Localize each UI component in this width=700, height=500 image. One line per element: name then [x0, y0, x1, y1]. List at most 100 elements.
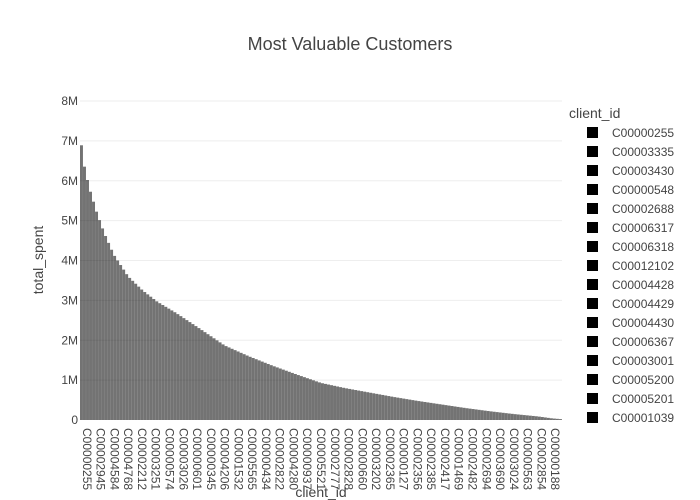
legend-entry-label[interactable]: C00000255: [612, 126, 674, 140]
bar[interactable]: [426, 402, 430, 420]
bar[interactable]: [101, 228, 105, 420]
bar[interactable]: [281, 369, 285, 420]
bar[interactable]: [218, 342, 222, 420]
bar[interactable]: [546, 417, 550, 420]
bar[interactable]: [360, 391, 364, 420]
bar[interactable]: [330, 385, 333, 420]
legend-swatch[interactable]: [587, 317, 598, 328]
bar[interactable]: [558, 419, 562, 420]
bar[interactable]: [242, 354, 246, 420]
legend-entry-label[interactable]: C00004428: [612, 278, 674, 292]
bar[interactable]: [182, 318, 186, 420]
bar[interactable]: [203, 332, 207, 420]
bar[interactable]: [459, 407, 463, 420]
legend-swatch[interactable]: [587, 393, 598, 404]
bar[interactable]: [206, 334, 210, 420]
bar[interactable]: [516, 414, 520, 420]
bar[interactable]: [236, 351, 240, 420]
bar[interactable]: [131, 280, 135, 420]
bar[interactable]: [302, 377, 306, 420]
bar[interactable]: [438, 404, 442, 420]
bar[interactable]: [119, 265, 123, 420]
bar[interactable]: [384, 395, 388, 421]
legend-entry-label[interactable]: C00006317: [612, 221, 674, 235]
bar[interactable]: [321, 383, 324, 420]
bar[interactable]: [477, 409, 481, 420]
bar[interactable]: [486, 411, 490, 420]
bar[interactable]: [513, 414, 517, 420]
bar[interactable]: [209, 336, 213, 420]
bar[interactable]: [311, 380, 315, 420]
bar[interactable]: [489, 411, 493, 420]
legend-entry-label[interactable]: C00004429: [612, 297, 674, 311]
bar[interactable]: [212, 338, 216, 420]
bar[interactable]: [447, 405, 451, 420]
bar[interactable]: [420, 401, 424, 420]
bar[interactable]: [272, 366, 276, 420]
legend-swatch[interactable]: [587, 241, 598, 252]
bar[interactable]: [176, 314, 180, 420]
bar[interactable]: [510, 413, 514, 420]
bar[interactable]: [507, 413, 511, 421]
bar[interactable]: [305, 378, 309, 420]
bar[interactable]: [366, 392, 370, 420]
bar[interactable]: [372, 393, 376, 420]
bar[interactable]: [146, 294, 150, 420]
bar[interactable]: [540, 417, 544, 420]
legend-swatch[interactable]: [587, 279, 598, 290]
bar[interactable]: [89, 191, 92, 420]
bar[interactable]: [402, 398, 406, 420]
bar[interactable]: [423, 401, 427, 420]
bar[interactable]: [357, 390, 361, 420]
bar[interactable]: [417, 401, 421, 420]
bar[interactable]: [351, 389, 355, 420]
bar[interactable]: [173, 312, 177, 420]
bar[interactable]: [239, 352, 243, 420]
bar[interactable]: [555, 418, 559, 420]
bar[interactable]: [519, 414, 523, 420]
bar[interactable]: [110, 249, 114, 420]
legend-entry-label[interactable]: C00000548: [612, 183, 674, 197]
bar[interactable]: [327, 384, 330, 420]
bar[interactable]: [278, 368, 282, 420]
bar[interactable]: [227, 347, 231, 420]
bar[interactable]: [164, 306, 168, 420]
bar[interactable]: [462, 407, 466, 420]
bar[interactable]: [248, 356, 252, 420]
bar[interactable]: [314, 381, 318, 420]
bar[interactable]: [405, 399, 409, 420]
bar[interactable]: [224, 346, 228, 420]
bar[interactable]: [531, 415, 535, 420]
bar[interactable]: [269, 365, 273, 420]
legend-swatch[interactable]: [587, 127, 598, 138]
legend-swatch[interactable]: [587, 260, 598, 271]
bar[interactable]: [354, 390, 358, 420]
bar[interactable]: [363, 391, 367, 420]
bar[interactable]: [396, 397, 400, 420]
bar[interactable]: [465, 408, 469, 420]
bar[interactable]: [408, 399, 412, 420]
bar[interactable]: [221, 344, 225, 420]
bar[interactable]: [345, 388, 349, 420]
bar[interactable]: [414, 400, 418, 420]
bar[interactable]: [275, 367, 279, 420]
bar[interactable]: [92, 201, 95, 420]
bar[interactable]: [435, 403, 439, 420]
bar[interactable]: [215, 340, 219, 420]
bar[interactable]: [185, 320, 189, 420]
bar[interactable]: [233, 350, 237, 420]
bar[interactable]: [188, 322, 192, 420]
legend-swatch[interactable]: [587, 184, 598, 195]
bar[interactable]: [498, 412, 502, 420]
bar[interactable]: [492, 411, 496, 420]
bar[interactable]: [333, 385, 336, 420]
bar[interactable]: [263, 362, 267, 420]
bar[interactable]: [501, 412, 505, 420]
bar[interactable]: [525, 415, 529, 420]
bar[interactable]: [504, 413, 508, 420]
bar[interactable]: [254, 359, 258, 420]
bar[interactable]: [257, 360, 261, 420]
bar[interactable]: [191, 324, 195, 420]
legend-entry-label[interactable]: C00003001: [612, 354, 674, 368]
bar[interactable]: [98, 220, 102, 420]
